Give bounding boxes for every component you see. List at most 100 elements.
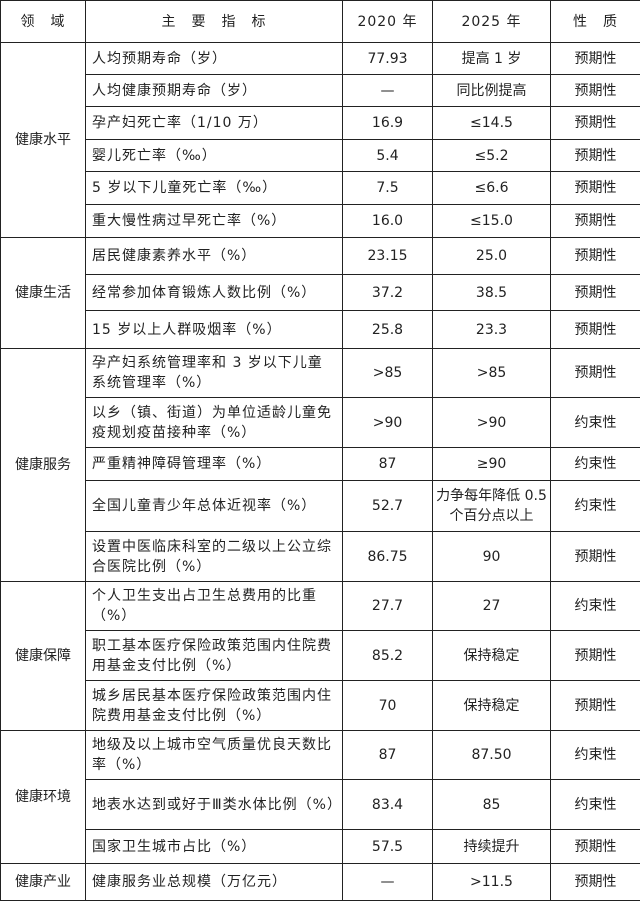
table-row: 人均健康预期寿命（岁） — 同比例提高 预期性 [1, 74, 640, 107]
nature-cell: 约束性 [550, 480, 640, 532]
table-row: 严重精神障碍管理率（%） 87 ≥90 约束性 [1, 447, 640, 481]
nature-cell: 预期性 [550, 531, 640, 582]
value-2025-cell: 持续提升 [432, 829, 551, 864]
nature-cell: 预期性 [550, 74, 640, 107]
nature-cell: 预期性 [550, 106, 640, 140]
nature-cell: 约束性 [550, 581, 640, 631]
indicator-cell: 15 岁以上人群吸烟率（%） [85, 310, 343, 349]
value-2020-cell: 52.7 [342, 480, 433, 532]
value-2020-cell: 37.2 [342, 274, 433, 311]
indicator-cell: 重大慢性病过早死亡率（%） [85, 204, 343, 238]
table-row: 职工基本医疗保险政策范围内住院费用基金支付比例（%） 85.2 保持稳定 预期性 [1, 630, 640, 681]
value-2020-cell: 86.75 [342, 531, 433, 582]
nature-cell: 约束性 [550, 730, 640, 780]
indicator-cell: 个人卫生支出占卫生总费用的比重（%） [85, 581, 343, 631]
header-row: 领 域 主 要 指 标 2020 年 2025 年 性 质 [0, 0, 640, 43]
table-row: 地表水达到或好于Ⅲ类水体比例（%） 83.4 85 约束性 [1, 779, 640, 830]
indicator-cell: 经常参加体育锻炼人数比例（%） [85, 274, 343, 311]
value-2025-cell: ≥90 [432, 447, 551, 481]
nature-cell: 预期性 [550, 274, 640, 311]
table-row: 设置中医临床科室的二级以上公立综合医院比例（%） 86.75 90 预期性 [1, 531, 640, 582]
value-2020-cell: 77.93 [342, 42, 433, 75]
value-2025-cell: 提高 1 岁 [432, 42, 551, 75]
indicator-cell: 全国儿童青少年总体近视率（%） [85, 480, 343, 532]
value-2025-cell: ≤14.5 [432, 106, 551, 140]
indicator-cell: 设置中医临床科室的二级以上公立综合医院比例（%） [85, 531, 343, 582]
header-2025: 2025 年 [432, 0, 551, 43]
domain-cell: 健康环境 [0, 730, 86, 864]
value-2025-cell: 25.0 [432, 237, 551, 275]
value-2020-cell: — [342, 863, 433, 901]
domain-cell: 健康服务 [0, 348, 86, 582]
indicator-cell: 人均预期寿命（岁） [85, 42, 343, 75]
indicator-cell: 居民健康素养水平（%） [85, 237, 343, 275]
indicator-cell: 城乡居民基本医疗保险政策范围内住院费用基金支付比例（%） [85, 680, 343, 731]
value-2025-cell: 87.50 [432, 730, 551, 780]
value-2020-cell: 23.15 [342, 237, 433, 275]
value-2025-cell: 保持稳定 [432, 630, 551, 681]
table-row: 健康服务 孕产妇系统管理率和 3 岁以下儿童系统管理率（%） >85 >85 预期性 [0, 348, 640, 582]
value-2020-cell: 57.5 [342, 829, 433, 864]
domain-cell: 健康产业 [0, 863, 86, 901]
table-row: 以乡（镇、街道）为单位适龄儿童免疫规划疫苗接种率（%） >90 >90 约束性 [1, 397, 640, 448]
table-row: 15 岁以上人群吸烟率（%） 25.8 23.3 预期性 [1, 310, 640, 349]
indicator-cell: 健康服务业总规模（万亿元） [85, 863, 343, 901]
value-2020-cell: 70 [342, 680, 433, 731]
nature-cell: 预期性 [550, 237, 640, 275]
nature-cell: 预期性 [550, 348, 640, 398]
value-2025-cell: ≤5.2 [432, 139, 551, 172]
value-2020-cell: 16.9 [342, 106, 433, 140]
value-2025-cell: >90 [432, 397, 551, 448]
value-2025-cell: ≤15.0 [432, 204, 551, 238]
indicator-cell: 婴儿死亡率（‰） [85, 139, 343, 172]
value-2020-cell: 83.4 [342, 779, 433, 830]
header-indicator: 主 要 指 标 [85, 0, 343, 43]
table-row: 健康水平 人均预期寿命（岁） 77.93 提高 1 岁预期性 [0, 42, 640, 238]
nature-cell: 约束性 [550, 779, 640, 830]
value-2025-cell: ≤6.6 [432, 171, 551, 205]
indicator-cell: 地表水达到或好于Ⅲ类水体比例（%） [85, 779, 343, 830]
header-2020: 2020 年 [342, 0, 433, 43]
nature-cell: 预期性 [550, 630, 640, 681]
value-2020-cell: >85 [342, 348, 433, 398]
nature-cell: 预期性 [550, 171, 640, 205]
indicator-cell: 国家卫生城市占比（%） [85, 829, 343, 864]
value-2020-cell: — [342, 74, 433, 107]
header-nature: 性 质 [550, 0, 640, 43]
value-2020-cell: 87 [342, 730, 433, 780]
value-2020-cell: 5.4 [342, 139, 433, 172]
value-2020-cell: 27.7 [342, 581, 433, 631]
domain-cell: 健康水平 [0, 42, 86, 238]
value-2020-cell: 7.5 [342, 171, 433, 205]
indicator-cell: 孕产妇死亡率（1/10 万） [85, 106, 343, 140]
value-2025-cell: 保持稳定 [432, 680, 551, 731]
table-row: 婴儿死亡率（‰） 5.4 ≤5.2 预期性 [1, 139, 640, 172]
indicator-cell: 人均健康预期寿命（岁） [85, 74, 343, 107]
nature-cell: 预期性 [550, 139, 640, 172]
value-2020-cell: >90 [342, 397, 433, 448]
value-2025-cell: >85 [432, 348, 551, 398]
table-row: 孕产妇死亡率（1/10 万） 16.9 ≤14.5 预期性 [1, 106, 640, 140]
nature-cell: 预期性 [550, 680, 640, 731]
value-2020-cell: 87 [342, 447, 433, 481]
table-row: 国家卫生城市占比（%） 57.5 持续提升 预期性 [1, 829, 640, 864]
table-row: 城乡居民基本医疗保险政策范围内住院费用基金支付比例（%） 70 保持稳定 预期性 [1, 680, 640, 731]
table-row: 健康环境 地级及以上城市空气质量优良天数比率（%） 87 87.50 约束性 [0, 730, 640, 864]
domain-cell: 健康保障 [0, 581, 86, 731]
indicator-cell: 严重精神障碍管理率（%） [85, 447, 343, 481]
indicator-cell: 5 岁以下儿童死亡率（‰） [85, 171, 343, 205]
nature-cell: 约束性 [550, 447, 640, 481]
table-row: 5 岁以下儿童死亡率（‰） 7.5 ≤6.6 预期性 [1, 171, 640, 205]
nature-cell: 预期性 [550, 310, 640, 349]
nature-cell: 预期性 [550, 42, 640, 75]
value-2025-cell: 27 [432, 581, 551, 631]
table-row: 经常参加体育锻炼人数比例（%） 37.2 38.5 预期性 [1, 274, 640, 311]
value-2025-cell: 23.3 [432, 310, 551, 349]
table-row: 重大慢性病过早死亡率（%） 16.0 ≤15.0 预期性 [1, 204, 640, 238]
indicator-cell: 地级及以上城市空气质量优良天数比率（%） [85, 730, 343, 780]
header-domain: 领 域 [0, 0, 86, 43]
value-2025-cell: 90 [432, 531, 551, 582]
value-2020-cell: 25.8 [342, 310, 433, 349]
table-row: 健康产业 健康服务业总规模（万亿元） — >11.5 预期性 [0, 863, 640, 901]
nature-cell: 预期性 [550, 204, 640, 238]
